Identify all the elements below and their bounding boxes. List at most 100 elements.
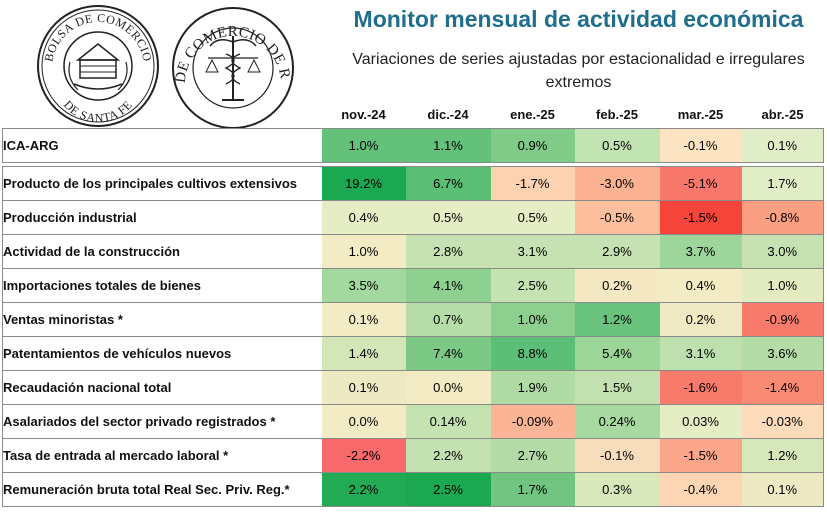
value-cell: 0.0% <box>405 370 491 405</box>
value-cell: 19.2% <box>321 166 406 201</box>
value-cell: 1.0% <box>321 128 406 163</box>
table-row: Patentamientos de vehículos nuevos 1.4% 7.… <box>2 336 824 371</box>
value-cell: 0.03% <box>659 404 742 439</box>
row-label: Producto de los principales cultivos ext… <box>2 166 322 201</box>
row-label: Recaudación nacional total <box>2 370 322 405</box>
value-cell: -1.5% <box>659 200 742 235</box>
svg-text:BOLSA DE COMERCIO: BOLSA DE COMERCIO <box>41 11 154 63</box>
row-label: ICA-ARG <box>2 128 322 163</box>
value-cell: 0.2% <box>659 302 742 337</box>
value-cell: -5.1% <box>659 166 742 201</box>
value-cell: 2.5% <box>405 472 491 507</box>
value-cell: 2.2% <box>321 472 406 507</box>
value-cell: 3.6% <box>741 336 824 371</box>
value-cell: 1.4% <box>321 336 406 371</box>
row-label: Remuneración bruta total Real Sec. Priv.… <box>2 472 322 507</box>
value-cell: -3.0% <box>574 166 660 201</box>
value-cell: 0.14% <box>405 404 491 439</box>
value-cell: 1.2% <box>574 302 660 337</box>
value-cell: -0.8% <box>741 200 824 235</box>
page-title: Monitor mensual de actividad económica <box>353 6 804 32</box>
indicators-table: nov.-24 dic.-24 ene.-25 feb.-25 mar.-25 abr.-… <box>2 100 824 507</box>
value-cell: 4.1% <box>405 268 491 303</box>
value-cell: 0.0% <box>321 404 406 439</box>
row-label: Actividad de la construcción <box>2 234 322 269</box>
table-row: Asalariados del sector privado registrad… <box>2 404 824 439</box>
table-row: Producto de los principales cultivos ext… <box>2 166 824 201</box>
row-label: Producción industrial <box>2 200 322 235</box>
page-subtitle: Variaciones de series ajustadas por esta… <box>352 51 805 91</box>
value-cell: 2.2% <box>405 438 491 473</box>
value-cell: 0.24% <box>574 404 660 439</box>
value-cell: 2.9% <box>574 234 660 269</box>
value-cell: 0.9% <box>490 128 575 163</box>
value-cell: -0.1% <box>574 438 660 473</box>
value-cell: 3.1% <box>490 234 575 269</box>
month-header-row: nov.-24 dic.-24 ene.-25 feb.-25 mar.-25 abr.-… <box>3 100 824 129</box>
value-cell: 0.5% <box>405 200 491 235</box>
value-cell: 1.7% <box>741 166 824 201</box>
value-cell: 2.5% <box>490 268 575 303</box>
month-header: nov.-24 <box>341 106 386 122</box>
row-label: Asalariados del sector privado registrad… <box>2 404 322 439</box>
table-row: Producción industrial 0.4% 0.5% 0.5% -0.5% -1… <box>2 200 824 235</box>
row-label: Patentamientos de vehículos nuevos <box>2 336 322 371</box>
value-cell: 0.1% <box>321 370 406 405</box>
value-cell: -0.03% <box>741 404 824 439</box>
value-cell: -2.2% <box>321 438 406 473</box>
value-cell: 0.7% <box>405 302 491 337</box>
value-cell: -1.6% <box>659 370 742 405</box>
value-cell: 8.8% <box>490 336 575 371</box>
value-cell: 1.7% <box>490 472 575 507</box>
value-cell: 0.1% <box>741 128 824 163</box>
table-row: Importaciones totales de bienes 3.5% 4.1% 2… <box>2 268 824 303</box>
value-cell: 1.5% <box>574 370 660 405</box>
value-cell: 0.1% <box>741 472 824 507</box>
table-row: Remuneración bruta total Real Sec. Priv.… <box>2 472 824 507</box>
value-cell: 1.1% <box>405 128 491 163</box>
value-cell: 1.2% <box>741 438 824 473</box>
value-cell: 1.9% <box>490 370 575 405</box>
value-cell: 5.4% <box>574 336 660 371</box>
value-cell: -0.9% <box>741 302 824 337</box>
header-corner <box>3 100 322 129</box>
table-row: Ventas minoristas * 0.1% 0.7% 1.0% 1.2% 0.2% -… <box>2 302 824 337</box>
month-header: dic.-24 <box>427 106 469 122</box>
row-label: Tasa de entrada al mercado laboral * <box>2 438 322 473</box>
value-cell: 2.8% <box>405 234 491 269</box>
value-cell: -1.7% <box>490 166 575 201</box>
value-cell: 1.0% <box>741 268 824 303</box>
month-header: mar.-25 <box>677 106 724 122</box>
value-cell: -1.5% <box>659 438 742 473</box>
logos: BOLSA DE COMERCIO DE SANTA FE BOLSA DE C… <box>0 0 330 130</box>
value-cell: 1.0% <box>490 302 575 337</box>
value-cell: 0.3% <box>574 472 660 507</box>
value-cell: 3.7% <box>659 234 742 269</box>
month-header: abr.-25 <box>761 106 804 122</box>
row-label: Ventas minoristas * <box>2 302 322 337</box>
table-row: ICA-ARG 1.0% 1.1% 0.9% 0.5% -0.1% 0.1% <box>2 128 824 163</box>
row-gap <box>2 162 824 167</box>
value-cell: -0.4% <box>659 472 742 507</box>
value-cell: 1.0% <box>321 234 406 269</box>
value-cell: 0.1% <box>321 302 406 337</box>
table-row: Tasa de entrada al mercado laboral * -2.2… <box>2 438 824 473</box>
month-header: ene.-25 <box>510 106 555 122</box>
value-cell: 3.1% <box>659 336 742 371</box>
value-cell: 2.7% <box>490 438 575 473</box>
value-cell: 3.0% <box>741 234 824 269</box>
table-row: Recaudación nacional total 0.1% 0.0% 1.9% 1.… <box>2 370 824 405</box>
month-header: feb.-25 <box>596 106 638 122</box>
table-row: Actividad de la construcción 1.0% 2.8% 3.1%… <box>2 234 824 269</box>
value-cell: -1.4% <box>741 370 824 405</box>
value-cell: 7.4% <box>405 336 491 371</box>
value-cell: 0.5% <box>490 200 575 235</box>
value-cell: -0.1% <box>659 128 742 163</box>
value-cell: -0.09% <box>490 404 575 439</box>
value-cell: 0.5% <box>574 128 660 163</box>
row-label: Importaciones totales de bienes <box>2 268 322 303</box>
value-cell: 3.5% <box>321 268 406 303</box>
value-cell: -0.5% <box>574 200 660 235</box>
value-cell: 0.4% <box>321 200 406 235</box>
value-cell: 6.7% <box>405 166 491 201</box>
